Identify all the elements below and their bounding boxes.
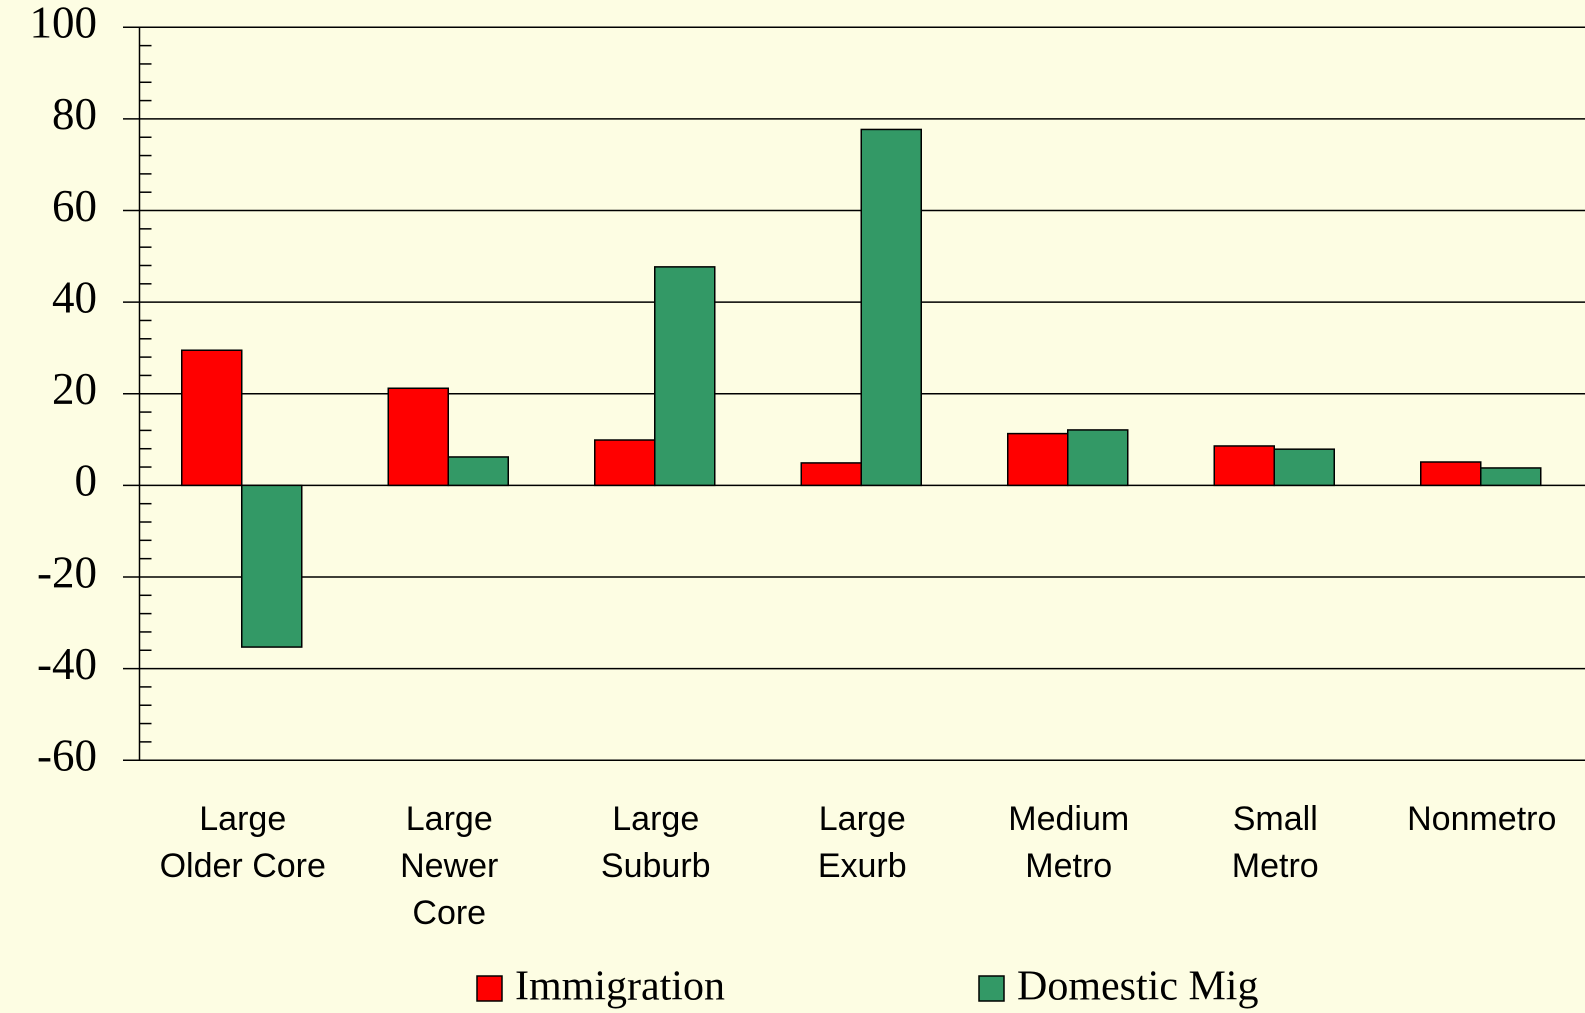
y-tick-label: -40 bbox=[37, 639, 97, 689]
bar bbox=[860, 128, 922, 487]
x-tick-label: Large Suburb bbox=[601, 800, 711, 885]
y-tick-label: 60 bbox=[52, 181, 97, 231]
bar bbox=[594, 439, 656, 487]
x-tick-label: Large Exurb bbox=[818, 800, 907, 885]
legend-label: Immigration bbox=[515, 964, 725, 1010]
bar bbox=[387, 387, 449, 487]
y-tick-label: -20 bbox=[37, 547, 97, 597]
y-tick-label: 20 bbox=[52, 364, 97, 414]
legend-swatch bbox=[978, 975, 1005, 1002]
y-tick-label: 0 bbox=[75, 456, 98, 506]
y-tick-label: 80 bbox=[52, 89, 97, 139]
x-tick-label: Large Newer Core bbox=[400, 800, 498, 932]
bar bbox=[1420, 461, 1482, 487]
y-tick-label: 40 bbox=[52, 272, 97, 322]
bar bbox=[181, 349, 243, 487]
bar bbox=[1213, 445, 1275, 487]
x-tick-label: Large Older Core bbox=[160, 800, 326, 885]
x-tick-label: Small Metro bbox=[1232, 800, 1319, 885]
y-tick-label: -60 bbox=[37, 731, 97, 781]
bar bbox=[654, 266, 716, 487]
bar bbox=[447, 456, 509, 487]
bar bbox=[1007, 432, 1069, 487]
legend-swatch bbox=[476, 975, 503, 1002]
bar bbox=[1273, 448, 1335, 487]
bar bbox=[241, 484, 303, 648]
bar bbox=[800, 462, 862, 487]
legend-label: Domestic Mig bbox=[1017, 964, 1258, 1010]
y-tick-label: 100 bbox=[30, 0, 98, 48]
bar bbox=[1067, 429, 1129, 487]
x-tick-label: Medium Metro bbox=[1008, 800, 1129, 885]
x-tick-label: Nonmetro bbox=[1407, 800, 1556, 838]
bar bbox=[1480, 467, 1542, 487]
